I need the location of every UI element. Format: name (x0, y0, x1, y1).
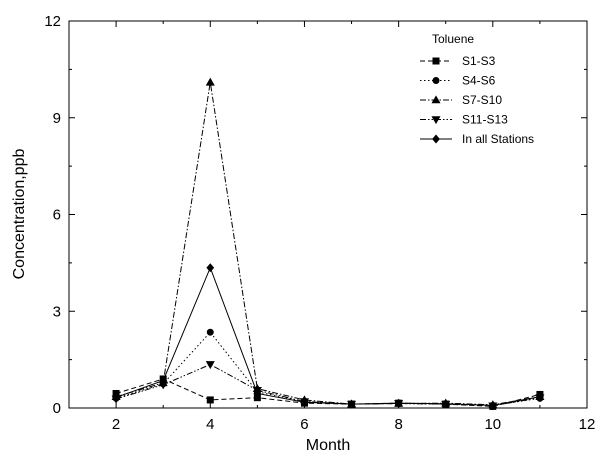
legend-label: S11-S13 (462, 113, 508, 127)
series-line (115, 363, 540, 407)
legend-marker (432, 134, 440, 144)
data-point (441, 399, 450, 409)
legend-entry: S1-S3 (420, 54, 496, 68)
data-point (488, 400, 497, 410)
y-tick-label: 6 (53, 207, 61, 224)
y-tick-label: 3 (53, 303, 61, 320)
legend-title: Toluene (432, 32, 474, 46)
legend-label: S4-S6 (462, 74, 496, 88)
series-s4-s6 (112, 328, 544, 409)
legend-entry: S7-S10 (420, 93, 502, 107)
legend-entry: S11-S13 (420, 113, 508, 127)
axis-ticks (68, 20, 588, 409)
legend-marker (431, 95, 441, 104)
x-tick-label: 4 (206, 416, 214, 433)
x-axis-label: Month (306, 437, 350, 453)
y-axis-label: Concentration,ppb (11, 149, 28, 280)
data-point (205, 361, 215, 370)
series-line (115, 82, 540, 406)
series-line (115, 378, 541, 407)
data-point (394, 398, 403, 408)
data-point (347, 399, 356, 409)
legend-label: In all Stations (462, 132, 534, 146)
legend-entry: S4-S6 (420, 74, 496, 88)
data-point (300, 397, 309, 407)
x-tick-label: 8 (394, 416, 402, 433)
y-tick-label: 0 (53, 400, 61, 417)
legend-marker (431, 116, 441, 125)
series-line (115, 331, 540, 406)
x-tick-label: 10 (484, 416, 501, 433)
data-point (205, 77, 215, 86)
plot-frame (68, 20, 588, 409)
data-point (112, 392, 120, 402)
data-point (206, 328, 214, 336)
y-tick-label: 12 (44, 13, 61, 30)
legend-marker (432, 77, 440, 85)
series-in-all-stations (112, 263, 544, 410)
legend-label: S7-S10 (462, 93, 502, 107)
tick-labels: 2 4 6 8 10 12 0 3 6 9 12 (44, 13, 595, 433)
data-point (159, 376, 168, 386)
y-tick-label: 9 (53, 110, 61, 127)
legend: Toluene S1-S3 S4-S6 S7-S10 S11-S13 In all St… (420, 32, 534, 146)
legend-label: S1-S3 (462, 54, 496, 68)
series-layer (111, 77, 545, 411)
data-point (253, 389, 262, 398)
legend-marker (432, 57, 440, 65)
series-s7-s10 (111, 77, 545, 409)
data-point (206, 263, 215, 273)
x-tick-label: 12 (579, 416, 596, 433)
series-line (115, 266, 541, 406)
x-tick-label: 6 (300, 416, 308, 433)
data-point (206, 396, 214, 404)
data-point (536, 392, 544, 402)
x-tick-label: 2 (112, 416, 120, 433)
legend-entry: In all Stations (420, 132, 534, 146)
